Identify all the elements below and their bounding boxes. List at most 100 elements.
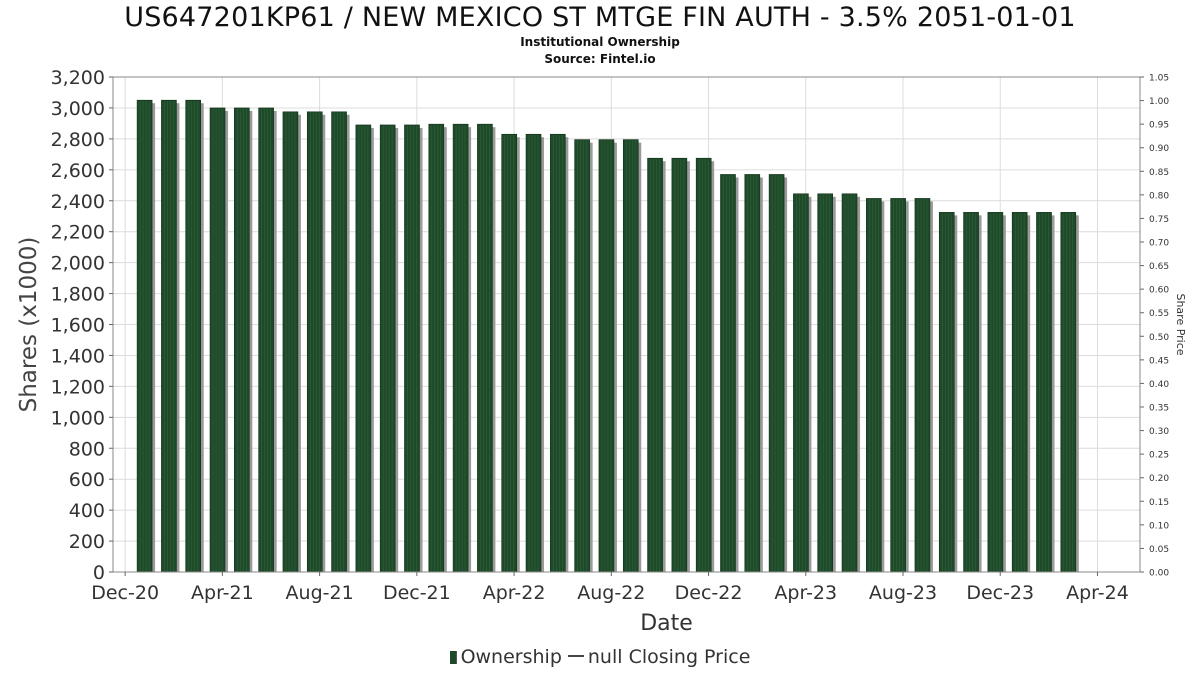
ownership-bar-body: [866, 198, 882, 573]
ownership-bar-body: [428, 123, 445, 573]
ownership-legend-swatch: [449, 651, 457, 664]
ownership-bar-body: [671, 157, 688, 573]
x-tick-label: Dec-20: [91, 582, 159, 604]
y-tick-label: 2,200: [51, 222, 105, 244]
ownership-bar-body: [963, 212, 979, 573]
y-tick-label: 3,000: [51, 98, 105, 120]
ownership-bar-body: [768, 174, 785, 573]
y-tick-label: 1,600: [51, 315, 105, 337]
ownership-bar: [574, 139, 593, 573]
ownership-bar: [161, 99, 180, 573]
ownership-bar-body: [817, 193, 834, 573]
y-tick-label: 600: [69, 469, 105, 491]
ownership-bar: [1060, 212, 1079, 573]
ownership-bar-body: [209, 107, 226, 573]
ownership-bar: [209, 107, 229, 573]
y-tick-label: 2,400: [51, 191, 105, 213]
ownership-bar-body: [647, 157, 663, 573]
ownership-bar: [598, 139, 617, 573]
ownership-bar: [622, 139, 642, 573]
ownership-bar: [282, 111, 301, 573]
y2-tick-label: 0.35: [1149, 404, 1169, 414]
ownership-bar: [185, 99, 204, 573]
closing-price-legend-swatch: [567, 655, 584, 657]
ownership-bar-body: [914, 198, 931, 573]
ownership-bar: [452, 123, 472, 573]
ownership-bar: [817, 193, 836, 573]
ownership-bar: [136, 99, 156, 573]
ownership-bar: [1011, 212, 1031, 573]
y-tick-label: 2,600: [51, 160, 105, 182]
ownership-bar: [890, 198, 909, 573]
ownership-bar: [428, 123, 447, 573]
y2-tick-label: 0.10: [1149, 521, 1169, 531]
y2-tick-label: 0.20: [1149, 474, 1169, 484]
y2-tick-label: 0.65: [1149, 262, 1169, 272]
ownership-bar: [258, 107, 277, 573]
y2-tick-label: 0.85: [1149, 168, 1169, 178]
chart-legend: Ownership null Closing Price: [0, 646, 1200, 668]
ownership-bar-body: [598, 139, 615, 573]
y-tick-label: 800: [69, 438, 105, 460]
y2-tick-label: 0.05: [1149, 545, 1169, 555]
ownership-bar-body: [331, 111, 347, 573]
ownership-bar-body: [525, 133, 542, 573]
ownership-bar-body: [379, 124, 396, 573]
ownership-bar-body: [282, 111, 299, 573]
ownership-bar: [720, 174, 739, 573]
y2-tick-label: 0.60: [1149, 286, 1169, 296]
ownership-bar-body: [161, 99, 177, 573]
y-tick-label: 400: [69, 500, 105, 522]
y2-tick-label: 0.75: [1149, 215, 1169, 225]
ownership-bar: [1036, 212, 1055, 573]
x-tick-label: Aug-22: [577, 582, 645, 604]
ownership-bar-body: [890, 198, 906, 573]
y2-axis-title: Share Price: [1174, 293, 1187, 355]
y-tick-label: 2,800: [51, 129, 105, 151]
ownership-bar: [695, 157, 715, 573]
y2-tick-label: 0.80: [1149, 191, 1169, 201]
ownership-bar-body: [987, 212, 1004, 573]
x-tick-label: Apr-22: [483, 582, 546, 604]
y2-tick-label: 0.55: [1149, 309, 1169, 319]
ownership-bar: [987, 212, 1006, 573]
ownership-bar: [379, 124, 399, 573]
y2-tick-label: 0.70: [1149, 239, 1169, 249]
y-tick-label: 0: [93, 562, 105, 584]
y2-tick-label: 1.05: [1149, 74, 1169, 84]
x-tick-label: Dec-21: [383, 582, 451, 604]
ownership-bar: [477, 123, 496, 573]
ownership-legend-label: Ownership: [460, 646, 562, 668]
ownership-bar-body: [234, 107, 250, 573]
y2-tick-label: 0.90: [1149, 144, 1169, 154]
ownership-bar-body: [136, 99, 153, 573]
ownership-bar: [404, 124, 423, 573]
ownership-bar-body: [550, 133, 566, 573]
ownership-bar: [793, 193, 812, 573]
ownership-bar-body: [258, 107, 274, 573]
ownership-bar: [550, 133, 569, 573]
ownership-bar-body: [720, 174, 736, 573]
ownership-bar: [914, 198, 933, 573]
ownership-bar-body: [501, 133, 518, 573]
ownership-bar-body: [306, 111, 323, 573]
ownership-bar-body: [355, 124, 372, 573]
ownership-bar-body: [744, 174, 761, 573]
x-tick-label: Apr-23: [774, 582, 837, 604]
ownership-bar: [938, 212, 958, 573]
ownership-bar: [768, 174, 788, 573]
ownership-bar: [501, 133, 520, 573]
closing-price-legend-label: null Closing Price: [587, 646, 751, 668]
y2-tick-label: 0.95: [1149, 121, 1169, 131]
chart-subtitle-ownership: Institutional Ownership: [520, 35, 680, 49]
ownership-bar: [744, 174, 763, 573]
ownership-bar: [866, 198, 885, 573]
x-axis-title: Date: [640, 611, 693, 636]
ownership-bar-body: [841, 193, 858, 573]
ownership-bar: [841, 193, 861, 573]
x-tick-label: Apr-24: [1066, 582, 1129, 604]
y2-tick-label: 0.25: [1149, 451, 1169, 461]
ownership-bar: [525, 133, 545, 573]
y2-tick-label: 1.00: [1149, 97, 1169, 107]
